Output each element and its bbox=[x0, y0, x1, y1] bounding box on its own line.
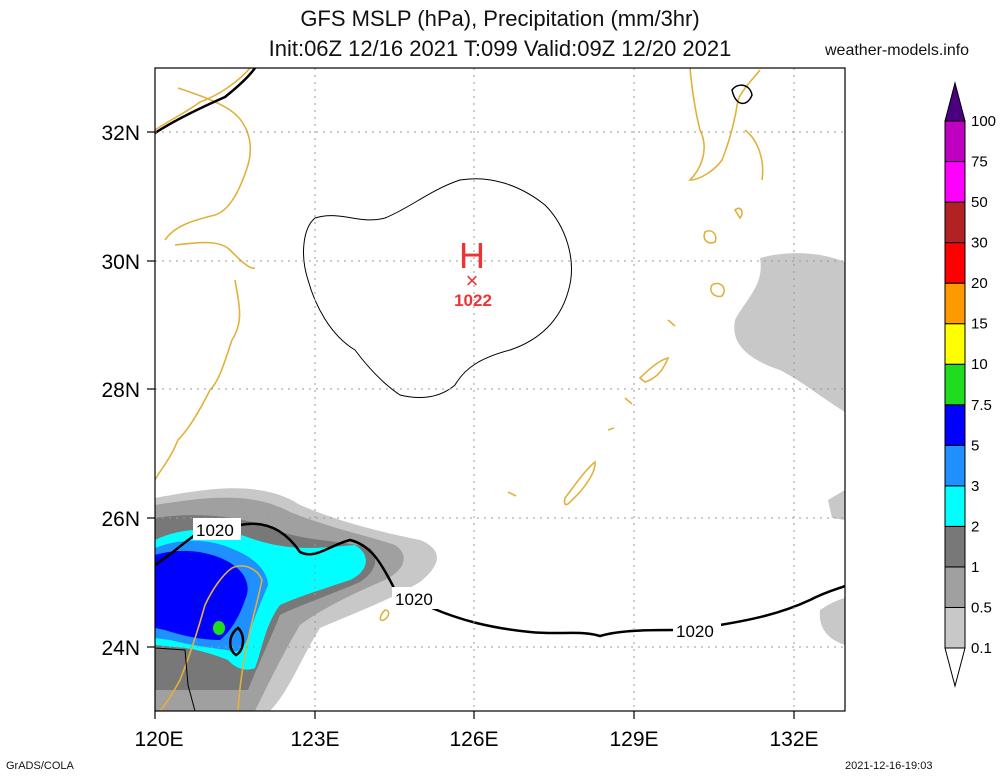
precip-area-east-light bbox=[734, 253, 845, 412]
colorbar-box bbox=[944, 242, 966, 284]
lon-label-123e: 123E bbox=[290, 728, 339, 751]
colorbar-label: 5 bbox=[971, 437, 979, 454]
coastline-ryukyu-2 bbox=[563, 460, 596, 506]
colorbar-label: 30 bbox=[971, 235, 988, 252]
colorbar-label: 0.1 bbox=[971, 640, 992, 657]
colorbar-box bbox=[944, 525, 966, 568]
isobar-1020-closed bbox=[229, 626, 245, 657]
colorbar-label: 2 bbox=[971, 518, 979, 535]
colorbar-arrow-bottom bbox=[944, 647, 966, 688]
high-pressure-value: 1022 bbox=[454, 291, 492, 310]
colorbar-label: 100 bbox=[971, 113, 996, 130]
isobar-label-2: 1020 bbox=[395, 590, 433, 609]
precip-area-blue bbox=[155, 550, 248, 640]
isobar-label-bg-1 bbox=[193, 518, 241, 540]
coastline-ryukyu-1 bbox=[638, 356, 670, 383]
precip-area-southeast-light bbox=[819, 598, 845, 645]
isobars bbox=[155, 68, 845, 711]
lon-label-126e: 126E bbox=[449, 728, 498, 751]
isobar-label-3: 1020 bbox=[676, 622, 714, 641]
lat-label-32n: 32N bbox=[101, 122, 140, 145]
isobar-1020-south bbox=[155, 522, 845, 638]
colorbar-box bbox=[944, 485, 966, 527]
gridlines bbox=[155, 68, 845, 711]
isobar-label-bg-2 bbox=[392, 587, 440, 609]
island-yakushima bbox=[731, 84, 753, 105]
lat-label-26n: 26N bbox=[101, 508, 140, 531]
lon-label-132e: 132E bbox=[769, 728, 818, 751]
precip-area-east-edge-light bbox=[828, 490, 845, 520]
colorbar-label: 10 bbox=[971, 356, 988, 373]
colorbar-label: 1 bbox=[971, 559, 979, 576]
isobar-1022-high-contour bbox=[303, 178, 572, 398]
footer-timestamp: 2021-12-16-19:03 bbox=[845, 760, 933, 772]
colorbar-label: 75 bbox=[971, 154, 988, 171]
lat-label-24n: 24N bbox=[101, 637, 140, 660]
colorbar-label: 20 bbox=[971, 275, 988, 292]
colorbar-label: 0.5 bbox=[971, 599, 992, 616]
site-credit: weather-models.info bbox=[825, 42, 970, 59]
lon-label-120e: 120E bbox=[134, 728, 183, 751]
border-line bbox=[155, 647, 196, 711]
colorbar-box bbox=[944, 363, 966, 406]
title-line-1: GFS MSLP (hPa), Precipitation (mm/3hr) bbox=[300, 6, 700, 31]
coastlines bbox=[155, 68, 764, 711]
lat-label-30n: 30N bbox=[101, 251, 140, 274]
colorbar-label: 50 bbox=[971, 194, 988, 211]
colorbar-box bbox=[944, 282, 966, 325]
precip-area-green bbox=[213, 621, 225, 635]
colorbar-box bbox=[944, 201, 966, 244]
lat-label-28n: 28N bbox=[101, 379, 140, 402]
coastline-taiwan bbox=[159, 565, 263, 711]
isobar-label-1: 1020 bbox=[196, 521, 234, 540]
colorbar-box bbox=[944, 161, 966, 203]
isobar-1020-north bbox=[155, 68, 257, 135]
colorbar-label: 15 bbox=[971, 316, 988, 333]
isobar-label-bg-3 bbox=[673, 619, 721, 641]
lon-label-129e: 129E bbox=[609, 728, 658, 751]
footer-software: GrADS/COLA bbox=[6, 760, 74, 772]
high-pressure-symbol: H bbox=[459, 235, 485, 276]
axis-ticks bbox=[147, 131, 795, 719]
colorbar-box bbox=[944, 606, 966, 649]
colorbar-box bbox=[944, 444, 966, 487]
colorbar-box bbox=[944, 323, 966, 365]
precip-colorbar: 0.1 0.5 1 2 3 5 7.5 10 15 20 30 50 75 100 bbox=[944, 81, 996, 688]
coastline-small-islands bbox=[431, 319, 676, 599]
colorbar-label: 7.5 bbox=[971, 397, 992, 414]
colorbar-box bbox=[944, 566, 966, 608]
colorbar-label: 3 bbox=[971, 478, 979, 495]
coastline-ryukyu-3 bbox=[379, 609, 390, 622]
colorbar-arrow-top bbox=[944, 81, 966, 122]
title-line-2: Init:06Z 12/16 2021 T:099 Valid:09Z 12/2… bbox=[268, 36, 732, 61]
coastline-kyushu bbox=[688, 68, 764, 298]
colorbar-box bbox=[944, 120, 966, 163]
coastline-china-east bbox=[155, 68, 256, 481]
high-center-marker: × bbox=[466, 268, 479, 293]
colorbar-box bbox=[944, 404, 966, 446]
